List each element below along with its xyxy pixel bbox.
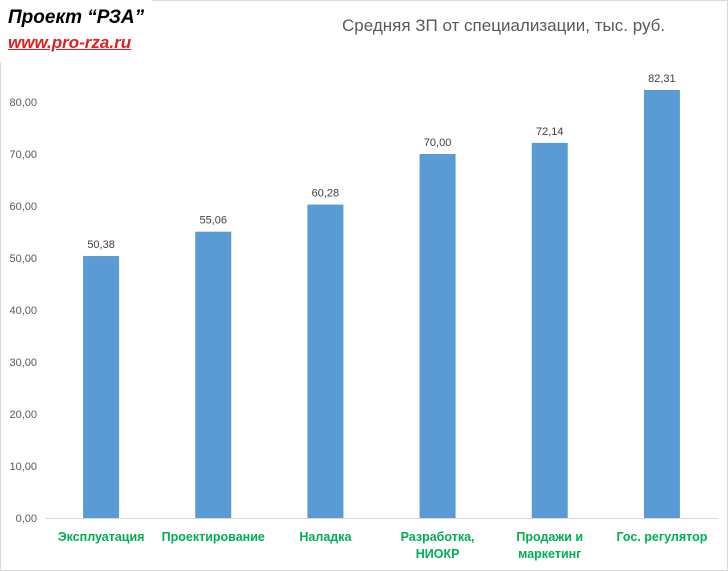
data-label: 60,28 (312, 188, 340, 200)
data-label: 82,31 (648, 73, 676, 85)
category-label: Эксплуатация (58, 530, 145, 544)
y-tick-label: 80,00 (9, 97, 37, 109)
data-label: 55,06 (199, 215, 227, 227)
chart-title: Средняя ЗП от специализации, тыс. руб. (342, 16, 666, 35)
y-tick-label: 20,00 (9, 409, 37, 421)
data-label: 72,14 (536, 126, 564, 138)
category-label: Наладка (299, 530, 352, 544)
bar (195, 231, 232, 519)
bar (307, 204, 344, 518)
y-tick-label: 60,00 (9, 201, 37, 213)
data-label: 50,38 (87, 239, 115, 251)
y-tick-label: 0,00 (16, 513, 37, 525)
category-label: Продажи и (516, 530, 583, 544)
category-label: Разработка, (401, 530, 475, 544)
bar (643, 89, 680, 518)
y-tick-label: 30,00 (9, 357, 37, 369)
y-tick-label: 10,00 (9, 461, 37, 473)
category-label: Гос. регулятор (616, 530, 707, 544)
y-tick-label: 40,00 (9, 305, 37, 317)
y-tick-label: 50,00 (9, 253, 37, 265)
y-tick-label: 70,00 (9, 149, 37, 161)
bar (83, 256, 120, 518)
data-label: 70,00 (424, 137, 452, 149)
bar (531, 142, 568, 518)
category-label: НИОКР (416, 547, 460, 561)
brand-block: Проект “РЗА” www.pro-rza.ru (0, 0, 152, 62)
category-label: маркетинг (518, 547, 581, 561)
brand-url-link[interactable]: www.pro-rza.ru (8, 33, 132, 52)
category-label: Проектирование (162, 530, 265, 544)
brand-title: Проект “РЗА” (8, 7, 145, 28)
bar (419, 154, 456, 518)
